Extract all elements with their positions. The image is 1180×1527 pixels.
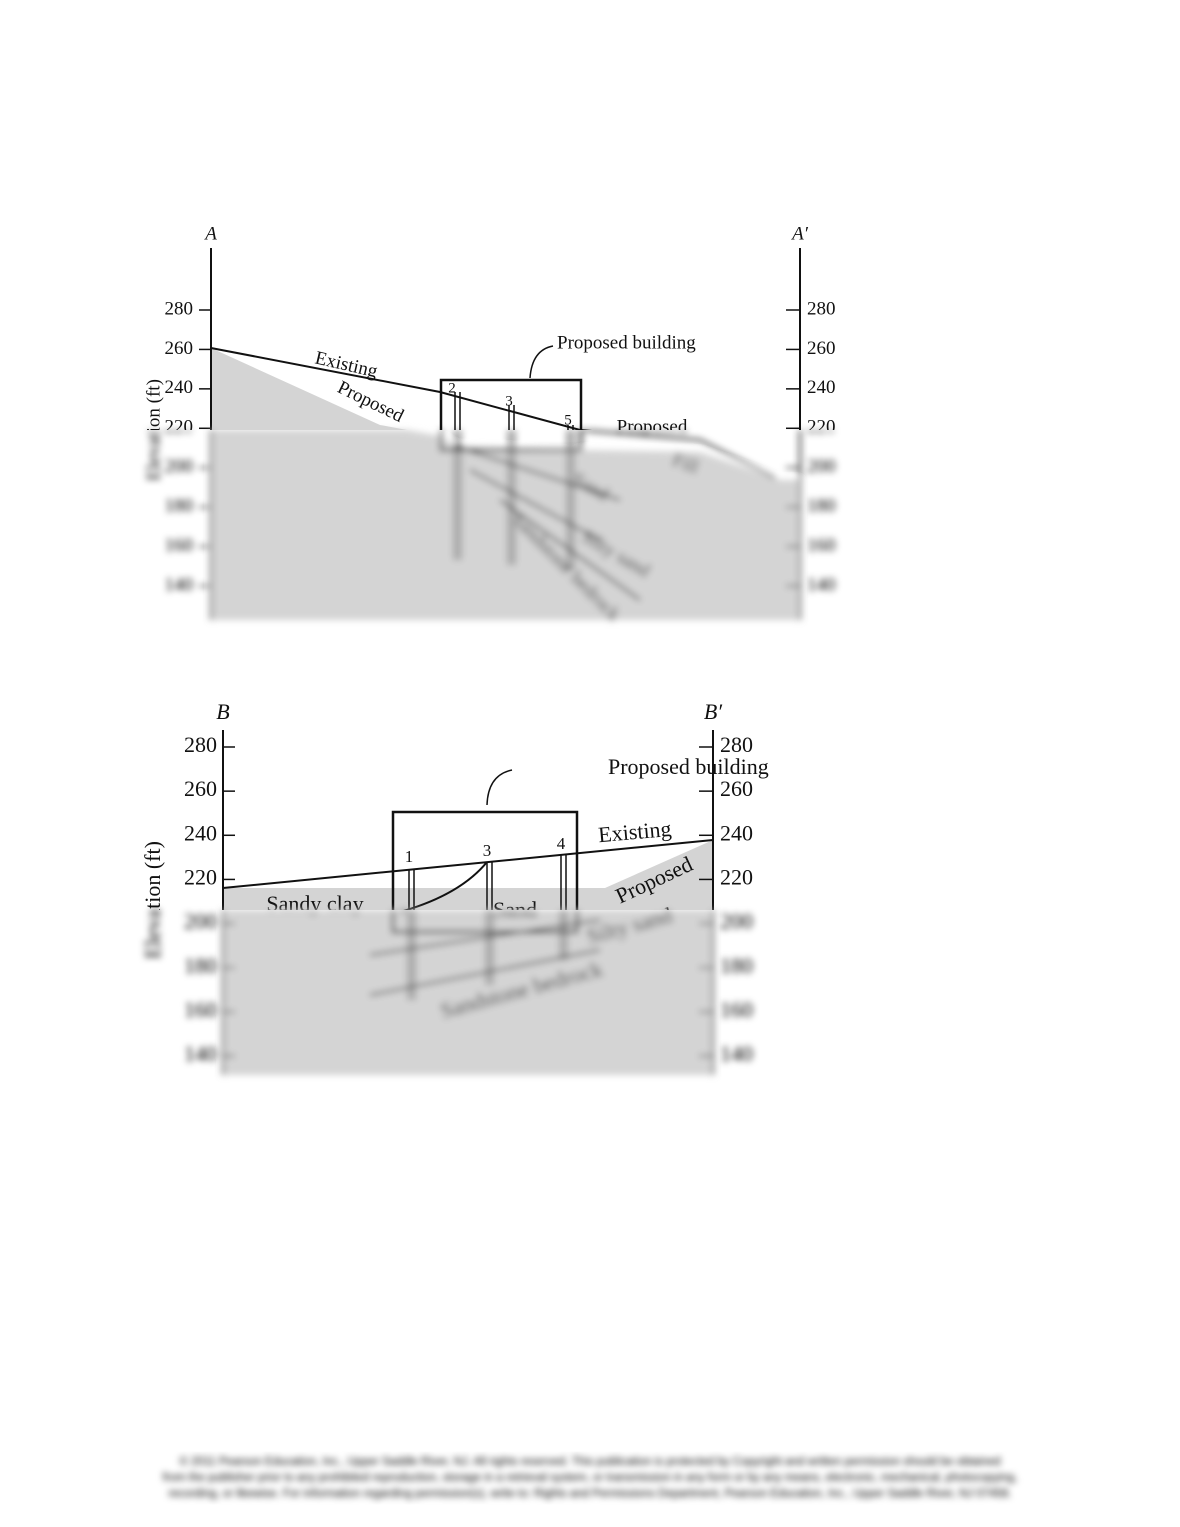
existing-ground [222,839,714,889]
tick-label: 240 [807,377,836,398]
tick-label: 220 [184,864,217,889]
footer-line: recording, or likewise. For information … [168,1488,1011,1500]
section-b: B B′ Elevation (ft) 280 280 260 260 240 240 220 22… [140,699,769,959]
section-label: A [203,223,217,244]
tick-label: 280 [807,298,836,319]
building [391,810,579,910]
tick-label: 280 [165,298,194,319]
tick-label: 200 [720,909,753,934]
proposed-label: Proposed [617,416,688,437]
boring-label: 4 [557,834,566,853]
existing-label: Existing [597,816,672,847]
footer-line: from the publisher prior to any prohibit… [163,1472,1018,1484]
section-label: B′ [704,699,723,724]
stratum-label: Sandy clay [266,891,363,916]
existing-ground [210,347,593,430]
boring-label: 3 [505,393,513,409]
boring-label: 5 [564,412,572,428]
boring-label: 1 [405,847,414,866]
tick-label: 240 [720,820,753,845]
existing-label: Existing [313,348,380,383]
section-label: B [216,699,229,724]
building [439,378,583,430]
building-arrow [529,345,554,379]
section-label: A′ [790,223,809,244]
footer: © 2011 Pearson Education, Inc., Upper Sa… [163,1456,1018,1500]
ground [211,348,408,430]
stratum-label: Sand [493,897,537,922]
tick-label: 240 [165,377,194,398]
footer-line: © 2011 Pearson Education, Inc., Upper Sa… [179,1456,1000,1468]
axis-label: Elevation (ft) [140,841,165,959]
tick-label: 220 [807,417,836,438]
tick-label: 260 [720,776,753,801]
section-a: AA′Elevation (ft)28028026026024024022022… [143,223,836,481]
section-a-sharp: AA′Elevation (ft)28028026026024024022022… [143,223,836,481]
tick-label: 260 [184,776,217,801]
boring-label: 2 [448,380,456,396]
building-label: Proposed building [557,332,696,353]
tick-label: 280 [720,732,753,757]
tick-label: 200 [184,909,217,934]
tick-label: 220 [720,864,753,889]
tick-label: 240 [184,820,217,845]
tick-label: 220 [165,417,194,438]
boring-label: 3 [483,841,492,860]
stratum-line [403,861,488,910]
building-arrow [486,769,513,806]
tick-label: 260 [165,338,194,359]
ground [223,840,713,910]
section-b-sharp: B B′ Elevation (ft) 280 280 260 260 240 240 220 22… [140,699,769,959]
axis-label: Elevation (ft) [143,379,164,481]
building-label: Proposed building [608,754,769,779]
tick-label: 280 [184,732,217,757]
tick-label: 260 [807,338,836,359]
